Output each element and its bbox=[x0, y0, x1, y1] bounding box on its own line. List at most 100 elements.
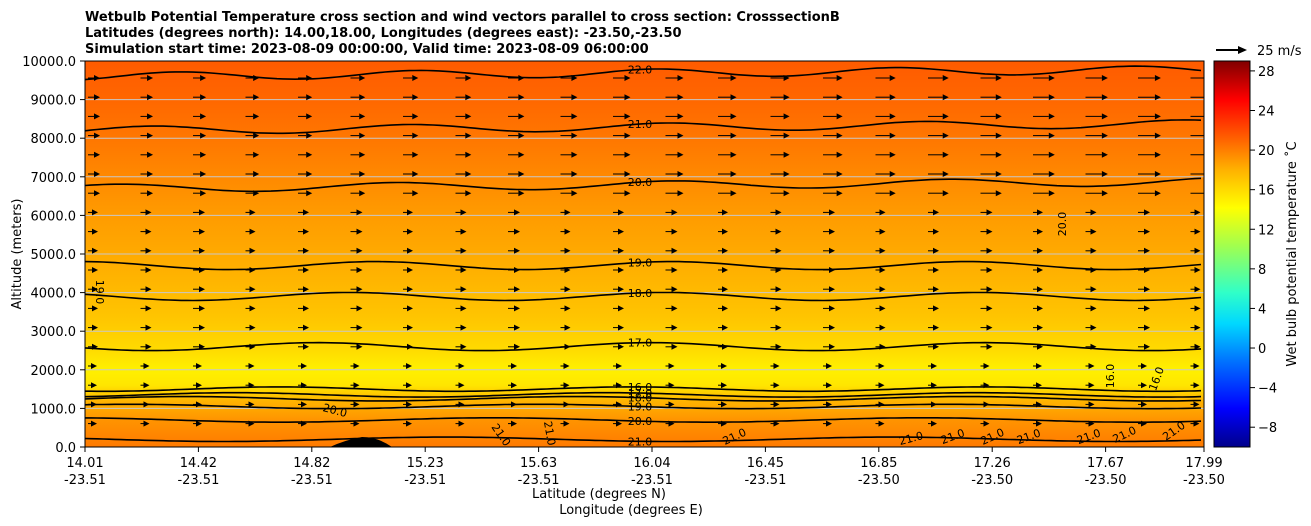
wind-vector-head bbox=[564, 286, 571, 293]
wind-vector-head bbox=[983, 420, 990, 427]
wind-vector-head bbox=[92, 267, 98, 273]
wind-vector-head bbox=[836, 132, 843, 139]
wind-vector-head bbox=[1194, 228, 1201, 235]
contour-line bbox=[85, 119, 1202, 135]
wind-vector-head bbox=[1048, 75, 1055, 81]
wind-vector-head bbox=[460, 228, 467, 235]
wind-vector-head bbox=[511, 363, 517, 369]
wind-vector-head bbox=[412, 75, 419, 81]
wind-vector-head bbox=[618, 247, 624, 254]
contour-label: 16.0 bbox=[1104, 364, 1117, 389]
wind-vector-head bbox=[783, 113, 790, 120]
wind-vector-head bbox=[253, 113, 260, 120]
wind-vector-head bbox=[1154, 151, 1161, 158]
wind-vector-head bbox=[92, 209, 98, 216]
wind-vector-head bbox=[616, 363, 622, 369]
wind-vector-head bbox=[249, 305, 256, 312]
wind-vector-head bbox=[465, 113, 472, 120]
wind-vector-head bbox=[995, 151, 1002, 158]
wind-vector-head bbox=[1090, 305, 1097, 312]
wind-vector-head bbox=[356, 247, 363, 254]
wind-vector-head bbox=[995, 75, 1002, 81]
wind-vector-head bbox=[826, 382, 832, 389]
wind-vector-head bbox=[563, 382, 570, 389]
wind-vector-head bbox=[465, 190, 472, 197]
wind-vector-head bbox=[933, 343, 939, 350]
wind-vector-head bbox=[995, 190, 1002, 197]
wind-vector-head bbox=[933, 267, 939, 273]
wind-vector-head bbox=[199, 324, 205, 331]
wind-vector-head bbox=[878, 382, 885, 389]
wind-vector-head bbox=[359, 113, 366, 120]
contour-label: 19.0 bbox=[628, 400, 653, 413]
wind-vector-head bbox=[356, 305, 363, 312]
wind-vector-head bbox=[1037, 305, 1043, 312]
contour-label: 20.0 bbox=[628, 176, 653, 189]
x-tick-label-lon: -23.51 bbox=[177, 473, 219, 488]
wind-vector-head bbox=[518, 151, 525, 158]
wind-vector-head bbox=[942, 190, 949, 197]
wind-vector-head bbox=[942, 171, 949, 177]
wind-vector-head bbox=[147, 132, 154, 139]
wind-vector-head bbox=[460, 267, 467, 273]
wind-vector-head bbox=[829, 286, 835, 293]
wind-vector-head bbox=[518, 94, 525, 101]
wind-vector-head bbox=[143, 420, 150, 427]
y-tick-label: 1000.0 bbox=[31, 402, 77, 417]
wind-vector-head bbox=[571, 132, 578, 139]
y-tick-label: 9000.0 bbox=[31, 94, 77, 109]
wind-vector-head bbox=[783, 151, 790, 158]
contour-line bbox=[85, 341, 1202, 352]
wind-vector-head bbox=[407, 286, 413, 293]
wind-vector-head bbox=[564, 305, 571, 312]
wind-vector-head bbox=[624, 151, 631, 158]
wind-vector-head bbox=[412, 190, 419, 197]
wind-vector-head bbox=[407, 247, 413, 254]
x-tick-label-lon: -23.51 bbox=[631, 473, 673, 488]
wind-vector-head bbox=[1037, 247, 1043, 254]
wind-vector-head bbox=[931, 363, 937, 369]
colorbar-tick-label: −8 bbox=[1258, 421, 1277, 436]
wind-vector-head bbox=[983, 363, 990, 369]
y-tick-label: 4000.0 bbox=[31, 287, 77, 302]
wind-vector-head bbox=[829, 343, 835, 350]
wind-vector-head bbox=[1037, 209, 1043, 216]
wind-vector-head bbox=[1101, 132, 1108, 139]
wind-vector-head bbox=[303, 343, 309, 350]
wind-vector-head bbox=[942, 132, 949, 139]
colorbar-tick-label: 16 bbox=[1258, 184, 1275, 199]
wind-vector-head bbox=[200, 151, 207, 158]
wind-vector-head bbox=[878, 363, 885, 369]
wind-vector-head bbox=[147, 94, 154, 101]
wind-vector-head bbox=[564, 228, 571, 235]
colorbar-tick-label: 24 bbox=[1258, 104, 1275, 119]
wind-vector-head bbox=[1101, 113, 1108, 120]
wind-vector-head bbox=[1037, 267, 1043, 273]
wind-vector-head bbox=[1037, 228, 1043, 235]
wind-vector-head bbox=[94, 132, 100, 139]
wind-vector-head bbox=[836, 151, 843, 158]
wind-vector-head bbox=[1101, 171, 1108, 177]
wind-vector-head bbox=[1144, 305, 1150, 312]
wind-vector-head bbox=[1193, 363, 1200, 369]
wind-vector-head bbox=[730, 132, 737, 139]
wind-vector-head bbox=[306, 190, 313, 197]
wind-vector-head bbox=[773, 382, 780, 389]
contour-label: 21.0 bbox=[898, 429, 925, 448]
wind-vector-head bbox=[829, 209, 835, 216]
wind-vector-head bbox=[518, 132, 525, 139]
wind-vector-head bbox=[303, 228, 309, 235]
wind-vector-head bbox=[356, 324, 363, 331]
wind-vector-head bbox=[1048, 113, 1055, 120]
wind-vector-head bbox=[143, 363, 150, 369]
wind-vector-head bbox=[1088, 401, 1095, 408]
wind-vector-head bbox=[199, 228, 205, 235]
wind-vector-head bbox=[353, 401, 360, 408]
wind-vector-head bbox=[1141, 382, 1147, 389]
wind-vector-head bbox=[677, 151, 684, 158]
wind-vector-head bbox=[931, 382, 937, 389]
wind-vector-head bbox=[995, 132, 1002, 139]
contour-label: 20.0 bbox=[628, 415, 653, 428]
wind-vector-head bbox=[879, 305, 886, 312]
wind-vector-head bbox=[145, 343, 152, 350]
